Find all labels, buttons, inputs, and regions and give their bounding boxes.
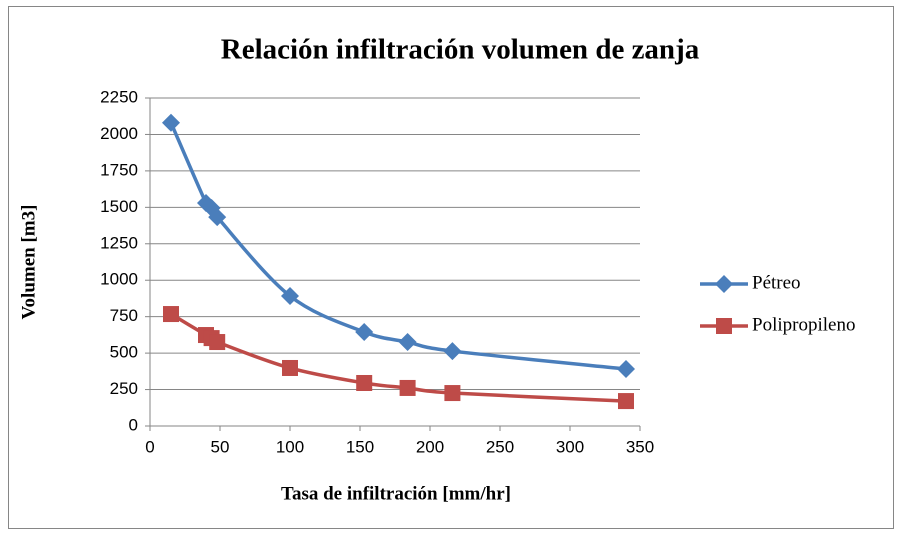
data-point [208, 208, 227, 227]
x-tick-label: 150 [346, 437, 374, 456]
legend-label: Pétreo [752, 272, 801, 293]
data-point [209, 334, 226, 351]
data-point [617, 360, 635, 379]
legend-marker [715, 275, 733, 293]
y-tick-label: 750 [110, 306, 138, 325]
legend-label: Polipropileno [752, 314, 855, 335]
x-axis-label: Tasa de infiltración [mm/hr] [281, 483, 511, 504]
y-tick-label: 1000 [100, 270, 138, 289]
data-point [281, 286, 299, 305]
y-tick-label: 250 [110, 379, 138, 398]
data-point [282, 359, 298, 376]
x-tick-label: 0 [145, 437, 154, 456]
data-point [444, 385, 461, 402]
data-point [618, 393, 634, 410]
y-axis-label: Volumen [m3] [18, 205, 39, 320]
y-tick-label: 1750 [100, 160, 138, 179]
y-tick-label: 0 [129, 415, 138, 434]
y-tick-label: 1250 [100, 233, 138, 252]
y-tick-label: 2000 [100, 124, 138, 143]
y-tick-label: 500 [110, 343, 138, 362]
data-point [163, 306, 179, 323]
data-point [399, 379, 416, 396]
data-point [443, 342, 462, 361]
y-tick-label: 1500 [100, 197, 138, 216]
x-tick-label: 100 [276, 437, 304, 456]
x-tick-label: 200 [416, 437, 444, 456]
data-point [355, 322, 374, 341]
x-tick-label: 350 [626, 437, 654, 456]
x-tick-label: 50 [211, 437, 230, 456]
chart-title: Relación infiltración volumen de zanja [221, 34, 700, 66]
x-tick-label: 250 [486, 437, 514, 456]
y-tick-label: 2250 [100, 87, 138, 106]
x-tick-label: 300 [556, 437, 584, 456]
legend-marker [716, 318, 732, 334]
data-point [356, 374, 373, 391]
chart-border [8, 6, 894, 529]
data-point [398, 333, 417, 352]
data-point [162, 113, 180, 132]
